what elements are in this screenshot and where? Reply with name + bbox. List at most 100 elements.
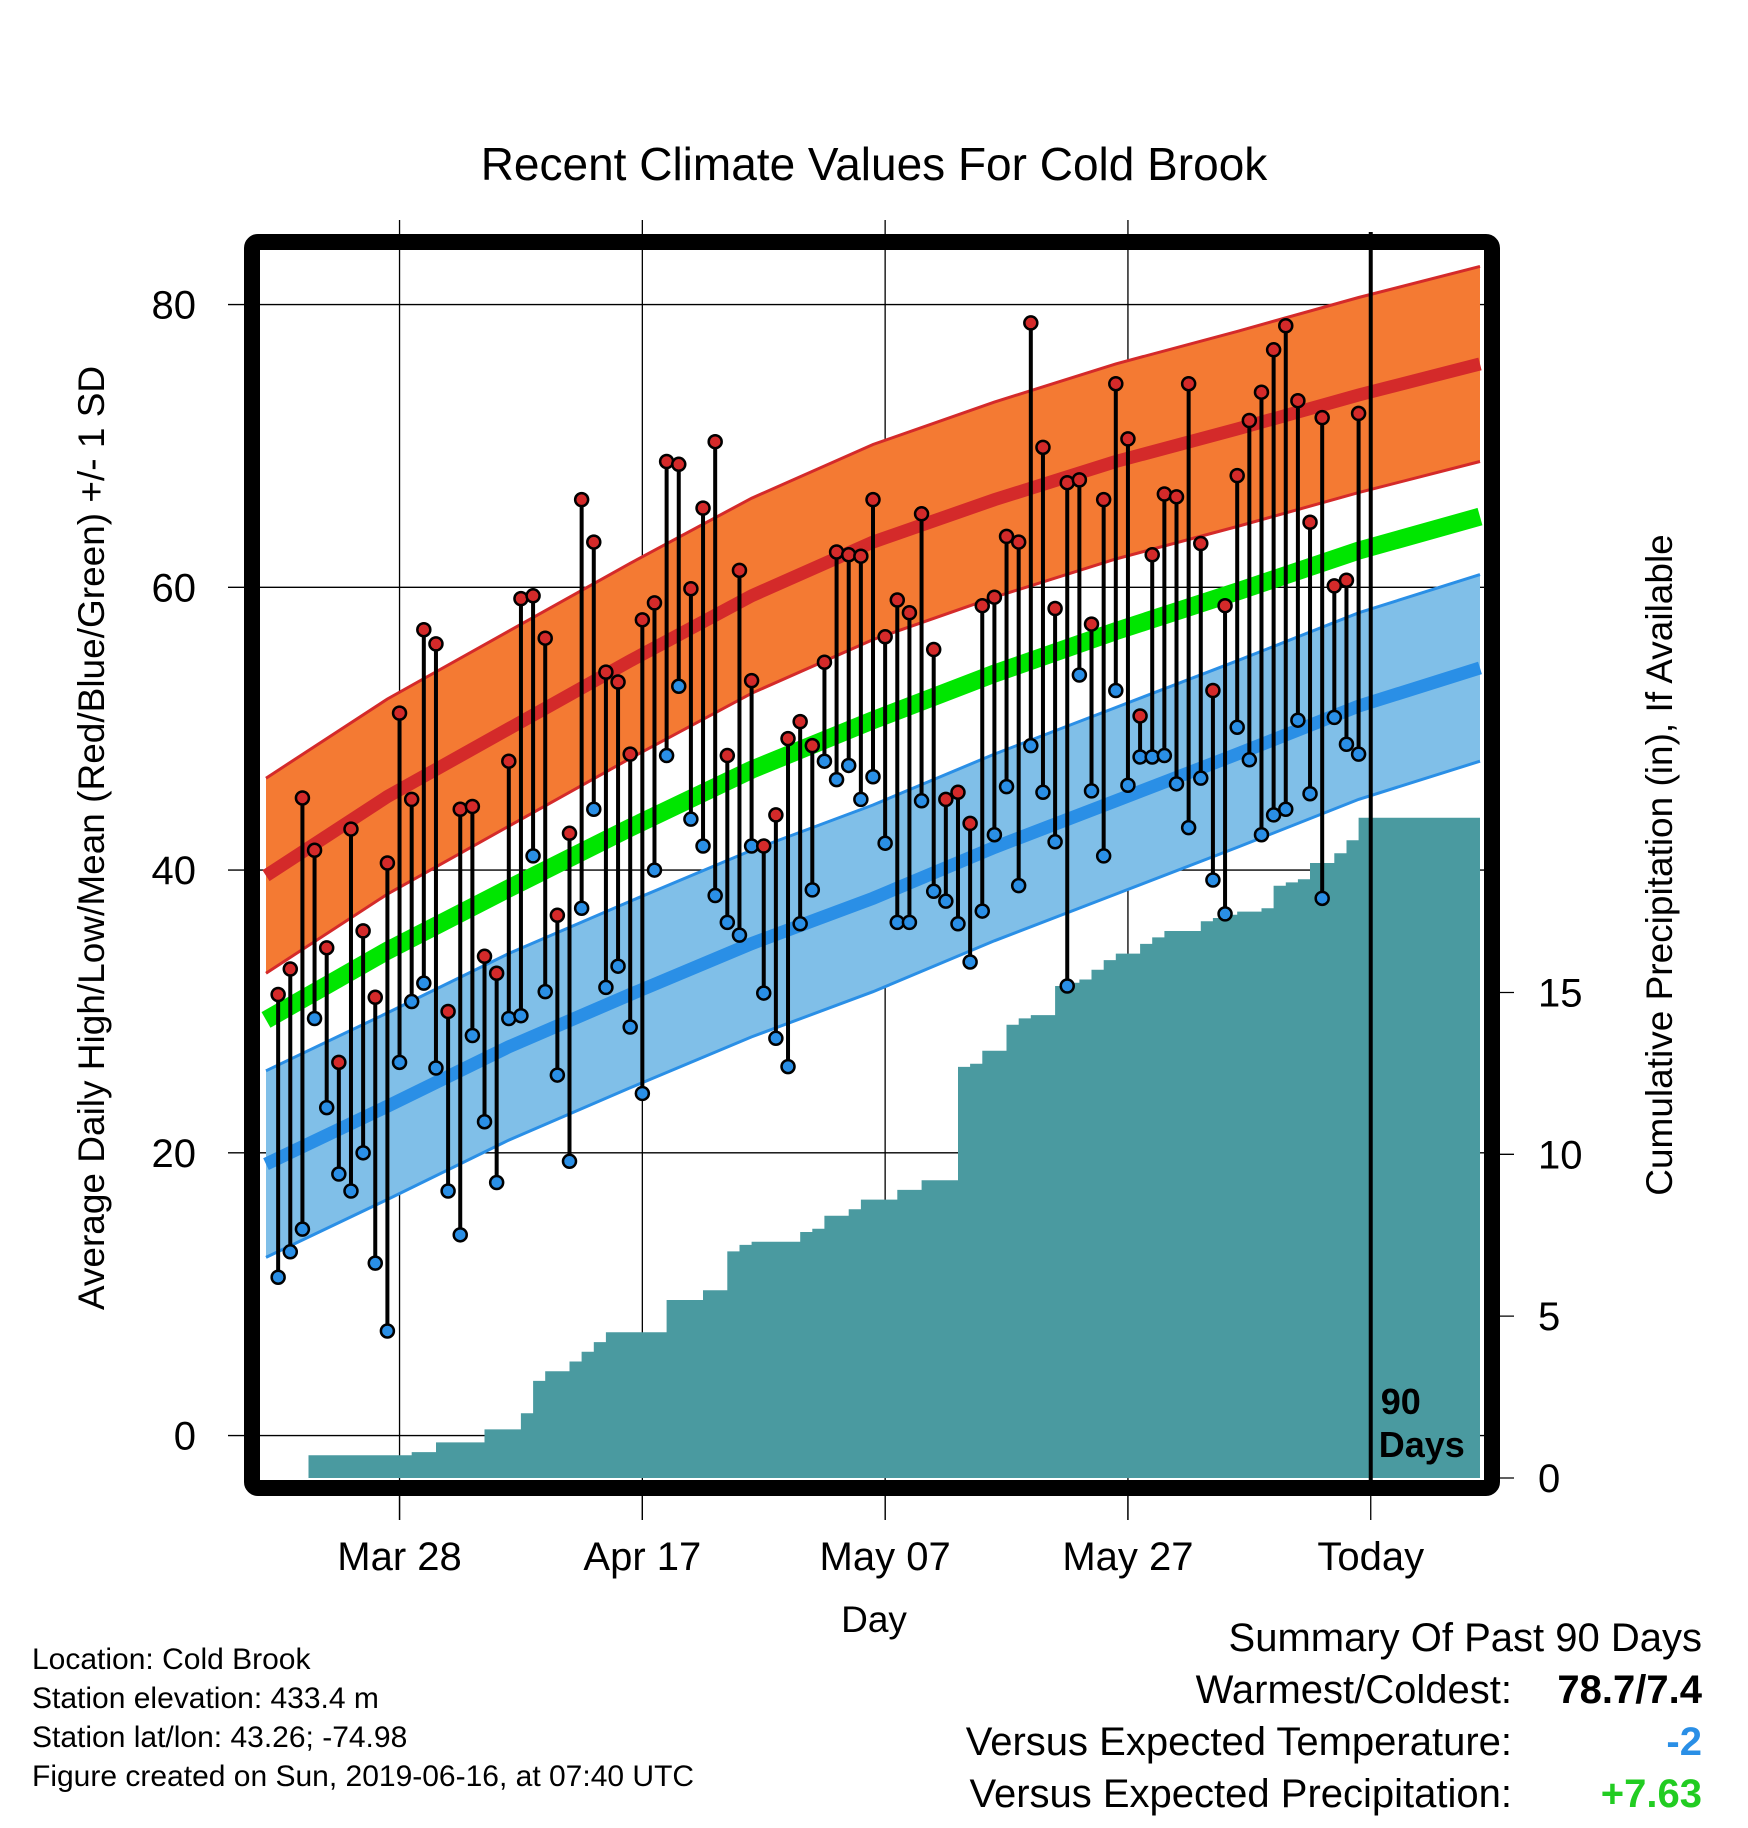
y-tick-label: 80 xyxy=(152,284,197,328)
daily-points xyxy=(270,315,1367,1339)
high-point xyxy=(318,940,335,956)
y-axis-label: Average Daily High/Low/Mean (Red/Blue/Gr… xyxy=(71,366,112,1310)
high-point xyxy=(561,825,578,842)
high-point xyxy=(731,562,748,579)
summary-warm-cold-row: Warmest/Coldest: 78.7/7.4 xyxy=(882,1668,1702,1720)
low-point xyxy=(573,900,590,916)
low-point xyxy=(950,916,966,932)
y2-axis-label: Cumulative Precipitation (in), If Availa… xyxy=(1639,534,1680,1196)
high-point xyxy=(282,961,299,977)
high-point xyxy=(598,664,614,680)
axis-ticks: 0 20 40 60 80 0 5 10 15 Mar 28 Apr 17 May 07 May 27 T… xyxy=(152,284,1583,1579)
high-point xyxy=(1132,708,1148,724)
today-days-number: 90 xyxy=(1381,1381,1421,1422)
latlon-text: Station lat/lon: 43.26; -74.98 xyxy=(32,1721,408,1754)
high-point xyxy=(828,544,845,560)
low-point xyxy=(1290,712,1306,728)
high-point xyxy=(1156,486,1173,502)
low-point xyxy=(367,1255,384,1271)
low-point xyxy=(731,927,748,943)
low-point xyxy=(1241,752,1258,768)
high-point xyxy=(938,791,954,808)
low-point xyxy=(925,883,942,900)
high-point xyxy=(270,986,286,1003)
precip-area xyxy=(266,817,1480,1478)
high-point xyxy=(367,989,384,1006)
high-point xyxy=(525,588,541,604)
low-point xyxy=(1010,877,1027,894)
low-point xyxy=(719,914,736,931)
y2-tick-label: 15 xyxy=(1538,971,1583,1015)
high-point xyxy=(865,491,881,508)
low-point xyxy=(1326,709,1343,726)
high-point xyxy=(1290,392,1306,409)
low-point xyxy=(828,771,845,788)
high-point xyxy=(889,592,906,608)
low-point xyxy=(1314,890,1330,907)
low-point xyxy=(1095,848,1112,864)
low-point xyxy=(780,1058,796,1075)
high-point xyxy=(610,674,626,690)
high-point xyxy=(1217,597,1233,614)
high-point xyxy=(792,713,808,730)
high-point xyxy=(804,737,821,754)
x-tick-label: Mar 28 xyxy=(337,1535,462,1579)
high-point xyxy=(1241,412,1258,429)
low-point xyxy=(1035,784,1051,801)
high-point xyxy=(646,595,663,611)
high-point xyxy=(1108,375,1124,392)
high-point xyxy=(428,636,444,652)
low-point xyxy=(549,1067,566,1083)
low-point xyxy=(707,887,723,904)
high-point xyxy=(1047,600,1063,617)
y-tick-label: 60 xyxy=(152,566,197,610)
low-point xyxy=(1023,737,1039,754)
high-point xyxy=(343,821,359,837)
low-point xyxy=(1229,719,1245,736)
high-point xyxy=(925,641,942,658)
y2-tick-label: 10 xyxy=(1538,1133,1583,1177)
high-point xyxy=(355,923,371,939)
high-point xyxy=(768,807,784,823)
low-point xyxy=(525,848,541,864)
high-point xyxy=(901,605,918,621)
low-point xyxy=(1120,777,1136,793)
high-point xyxy=(1023,315,1039,331)
x-tick-label: Today xyxy=(1317,1535,1424,1579)
high-point xyxy=(549,907,566,924)
high-point xyxy=(634,612,651,628)
created-text: Figure created on Sun, 2019-06-16, at 07… xyxy=(32,1760,695,1793)
precip-area-layer xyxy=(266,817,1480,1478)
high-point xyxy=(573,491,590,508)
low-point xyxy=(853,791,869,808)
low-point xyxy=(913,793,930,809)
low-point xyxy=(1108,682,1124,699)
high-point xyxy=(1278,318,1294,334)
y-tick-label: 20 xyxy=(152,1132,197,1176)
y-tick-label: 40 xyxy=(152,849,197,893)
low-point xyxy=(974,903,991,919)
high-point xyxy=(780,730,796,747)
high-point xyxy=(476,948,493,965)
today-days-word: Days xyxy=(1379,1424,1465,1465)
low-point xyxy=(804,882,821,898)
high-point xyxy=(294,790,311,806)
high-point xyxy=(1035,439,1051,456)
high-point xyxy=(962,815,978,832)
y2-tick-label: 5 xyxy=(1538,1295,1560,1339)
low-point xyxy=(683,811,699,827)
temp-versus-label: Versus Expected Temperature: xyxy=(965,1720,1512,1764)
high-point xyxy=(913,506,930,522)
high-point xyxy=(1059,474,1075,491)
low-point xyxy=(610,958,626,974)
low-point xyxy=(294,1221,311,1237)
low-point xyxy=(1278,801,1294,818)
high-point xyxy=(331,1054,347,1071)
high-point xyxy=(1095,491,1112,508)
low-point xyxy=(768,1030,784,1047)
low-point xyxy=(1338,736,1355,752)
low-point xyxy=(513,1007,529,1024)
low-point xyxy=(816,753,833,769)
